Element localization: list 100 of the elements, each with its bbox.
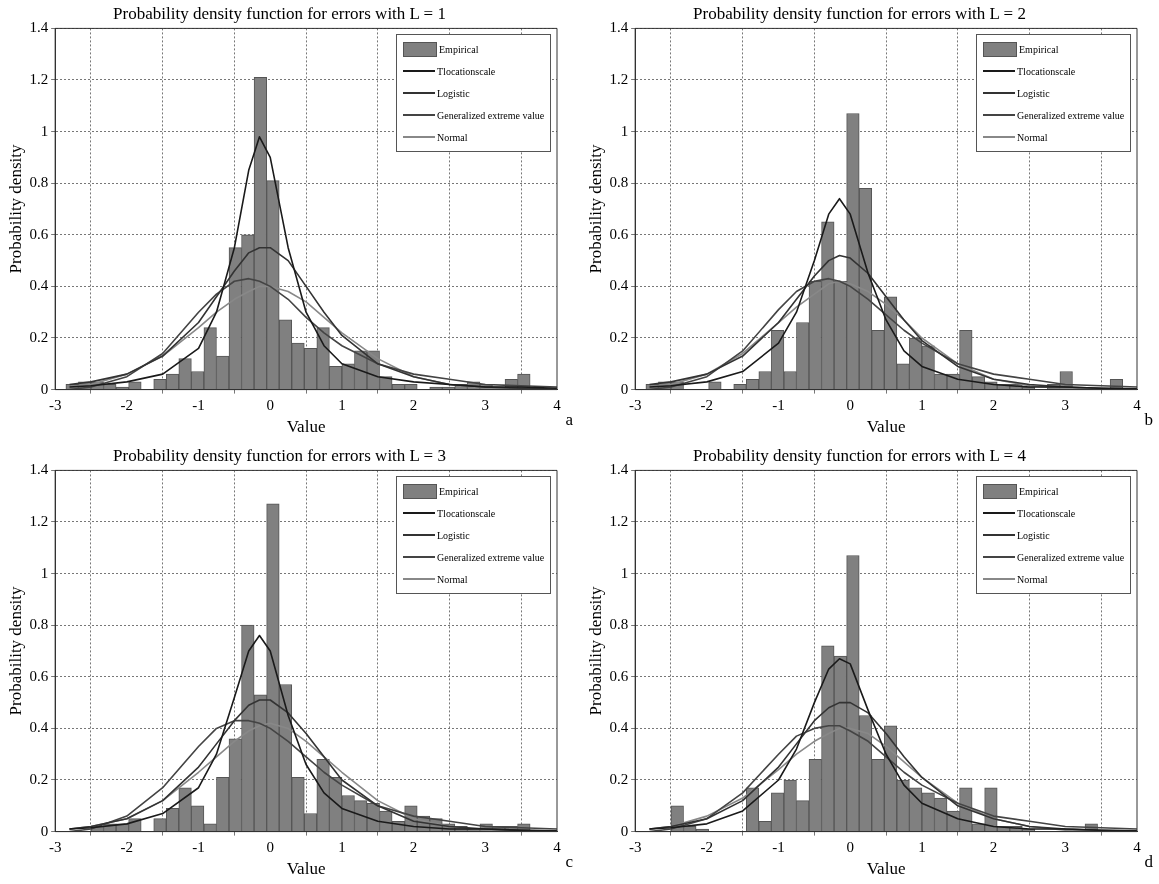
y-tick-label: 1: [620, 122, 629, 139]
y-tick-label: 0.4: [29, 719, 49, 736]
y-tick-label: 0.2: [29, 770, 49, 787]
y-tick-label: 1.2: [609, 70, 629, 87]
legend-label: Tlocationscale: [1017, 65, 1076, 77]
y-tick-label: 0.6: [609, 225, 629, 242]
y-tick-label: 1.4: [609, 461, 629, 478]
legend-label: Generalized extreme value: [1017, 109, 1125, 121]
legend-label: Empirical: [439, 485, 479, 497]
x-axis-title: Value: [286, 859, 326, 879]
y-tick-label: 1.2: [29, 512, 49, 529]
x-tick-label: -1: [192, 838, 205, 855]
y-tick-label: 0: [620, 380, 629, 397]
x-tick-label: -3: [628, 838, 642, 855]
x-tick-label: -3: [628, 396, 642, 413]
text: d: [1144, 851, 1154, 871]
x-tick-label: 2: [409, 396, 418, 413]
text: b: [1144, 409, 1153, 429]
y-axis-title: Probability density: [5, 586, 25, 716]
legend-label: Logistic: [1017, 87, 1050, 99]
x-tick-label: 4: [1133, 838, 1142, 855]
y-tick-label: 0.2: [609, 770, 629, 787]
text: a: [565, 409, 574, 429]
x-tick-label: 1: [918, 838, 926, 855]
x-tick-label: 1: [338, 396, 346, 413]
y-axis-title: Probability density: [5, 144, 25, 274]
x-tick-label: -2: [700, 396, 714, 413]
y-tick-label: 0.4: [29, 277, 49, 294]
x-tick-label: 0: [266, 838, 274, 855]
y-tick-label: 0.2: [29, 328, 49, 345]
chart-title: Probability density function for errors with L = 1: [113, 3, 446, 23]
x-tick-label: 1: [918, 396, 926, 413]
y-tick-label: 0.4: [609, 719, 629, 736]
legend-label: Tlocationscale: [437, 507, 496, 519]
chart-title: Probability density function for errors with L = 2: [693, 3, 1026, 23]
chart-title: Probability density function for errors with L = 4: [693, 445, 1027, 465]
y-tick-label: 1: [40, 122, 49, 139]
legend-label: Empirical: [1019, 43, 1059, 55]
y-axis-title: Probability density: [585, 586, 605, 716]
legend-label: Logistic: [437, 529, 470, 541]
y-tick-label: 0.2: [609, 328, 629, 345]
legend-label: Normal: [437, 131, 468, 143]
legend-label: Generalized extreme value: [437, 109, 545, 121]
x-tick-label: 3: [1061, 838, 1070, 855]
x-axis-title: Value: [866, 859, 906, 879]
y-tick-label: 0: [620, 822, 629, 839]
x-tick-label: 3: [481, 838, 490, 855]
x-axis-title: Value: [286, 417, 326, 437]
legend-label: Logistic: [1017, 529, 1050, 541]
x-tick-label: -3: [48, 838, 62, 855]
y-tick-label: 0.4: [609, 277, 629, 294]
y-tick-label: 1.2: [609, 512, 629, 529]
y-tick-label: 1.4: [29, 19, 49, 36]
x-tick-label: 3: [1061, 396, 1070, 413]
x-tick-label: -2: [120, 396, 134, 413]
x-tick-label: 3: [481, 396, 490, 413]
x-tick-label: 4: [553, 838, 562, 855]
y-tick-label: 1.4: [609, 19, 629, 36]
y-tick-label: 1: [40, 564, 49, 581]
x-tick-label: 2: [409, 838, 418, 855]
x-tick-label: 0: [846, 838, 854, 855]
x-tick-label: 4: [1133, 396, 1142, 413]
y-tick-label: 0.6: [609, 667, 629, 684]
y-tick-label: 0: [40, 822, 49, 839]
legend-label: Tlocationscale: [1017, 507, 1076, 519]
x-tick-label: 0: [846, 396, 854, 413]
x-tick-label: -1: [772, 396, 785, 413]
y-tick-label: 1.2: [29, 70, 49, 87]
x-axis-title: Value: [866, 417, 906, 437]
x-tick-label: 0: [266, 396, 274, 413]
x-tick-label: 2: [989, 838, 998, 855]
chart-title: Probability density function for errors with L = 3: [113, 445, 446, 465]
legend-label: Normal: [1017, 131, 1048, 143]
legend-label: Logistic: [437, 87, 470, 99]
y-tick-label: 0.8: [609, 174, 629, 191]
text: c: [565, 851, 574, 871]
y-tick-label: 0.8: [29, 174, 49, 191]
x-tick-label: -2: [120, 838, 134, 855]
y-tick-label: 0.6: [29, 667, 49, 684]
legend-label: Empirical: [439, 43, 479, 55]
y-tick-label: 0.8: [609, 616, 629, 633]
x-tick-label: 4: [553, 396, 562, 413]
legend-label: Normal: [1017, 573, 1048, 585]
legend-label: Tlocationscale: [437, 65, 496, 77]
legend-label: Generalized extreme value: [437, 551, 545, 563]
x-tick-label: -1: [772, 838, 785, 855]
x-tick-label: 2: [989, 396, 998, 413]
legend-label: Generalized extreme value: [1017, 551, 1125, 563]
x-tick-label: -3: [48, 396, 62, 413]
y-tick-label: 1: [620, 564, 629, 581]
x-tick-label: -1: [192, 396, 205, 413]
y-tick-label: 0: [40, 380, 49, 397]
y-axis-title: Probability density: [585, 144, 605, 274]
x-tick-label: -2: [700, 838, 714, 855]
legend-label: Normal: [437, 573, 468, 585]
legend-label: Empirical: [1019, 485, 1059, 497]
x-tick-label: 1: [338, 838, 346, 855]
y-tick-label: 0.6: [29, 225, 49, 242]
y-tick-label: 0.8: [29, 616, 49, 633]
y-tick-label: 1.4: [29, 461, 49, 478]
